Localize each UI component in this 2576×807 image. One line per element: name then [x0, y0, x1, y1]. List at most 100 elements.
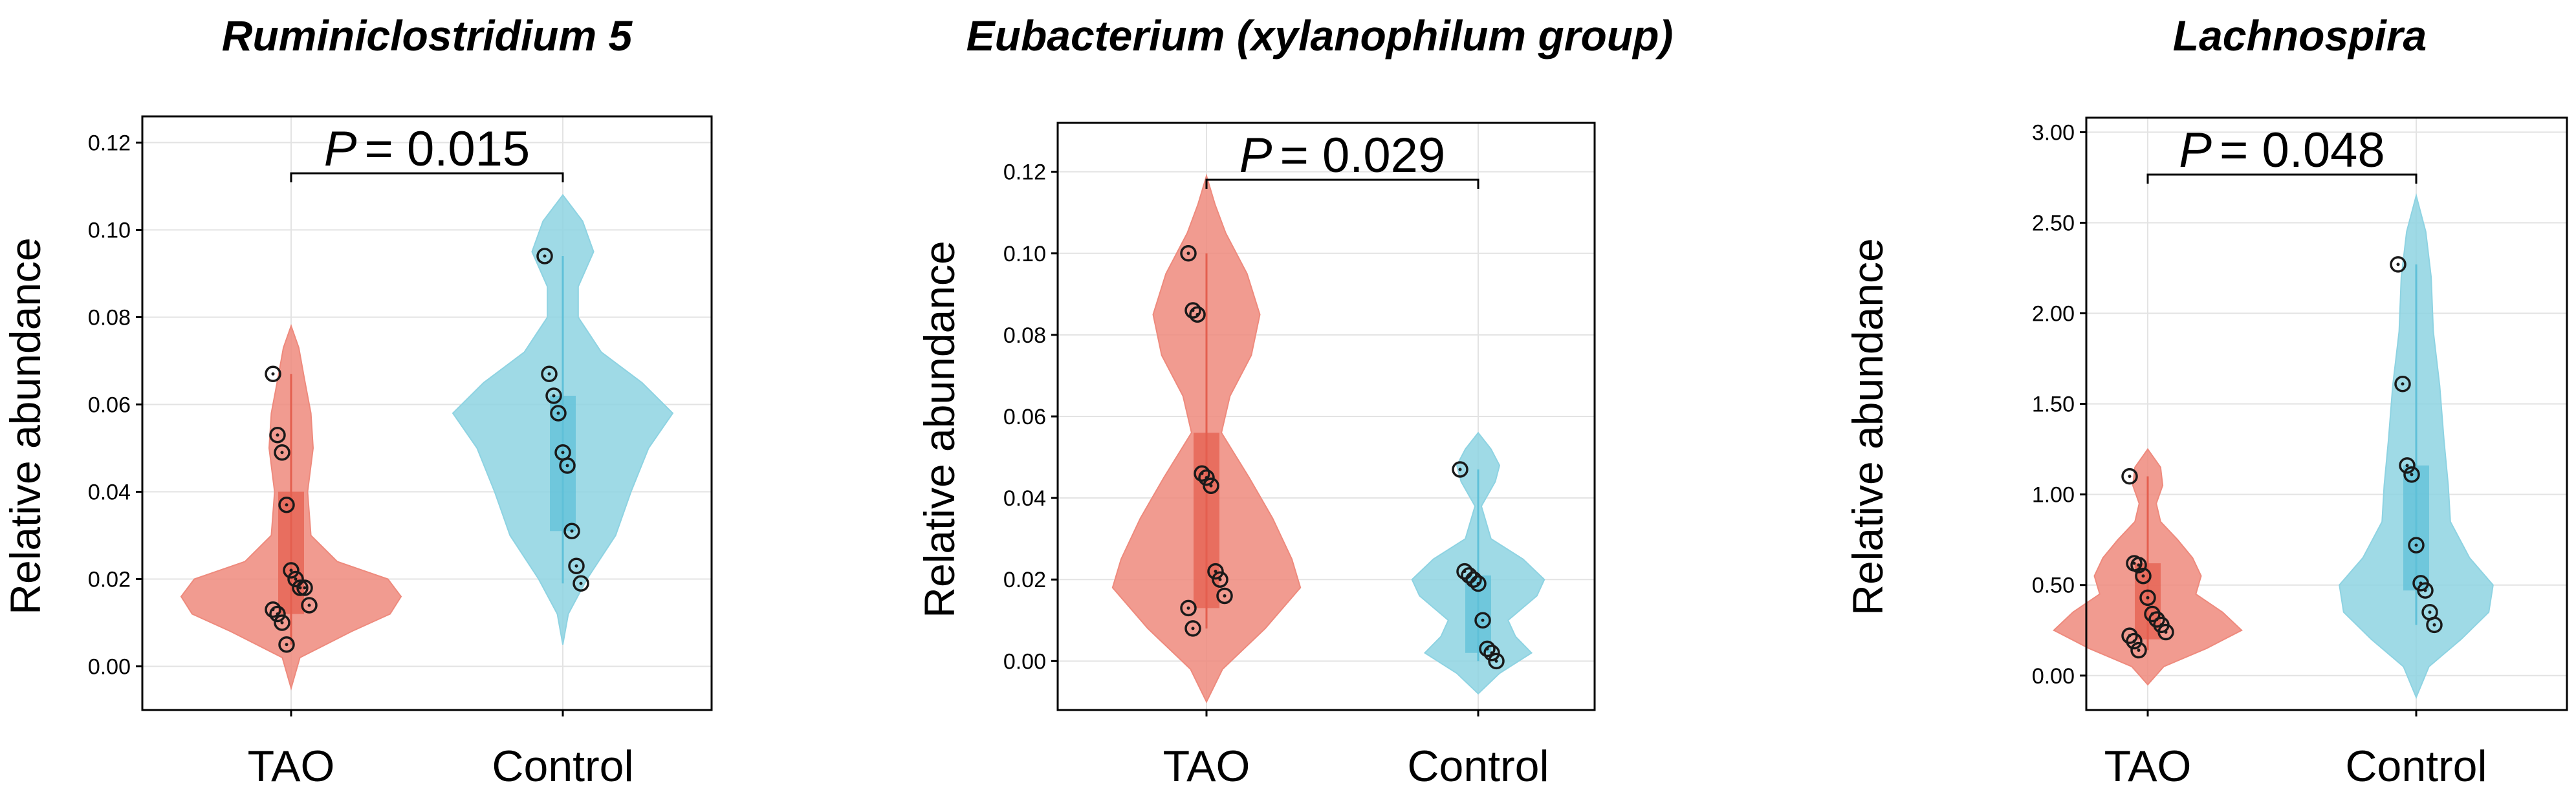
- data-point-center: [2410, 473, 2414, 477]
- p-value: = 0.015: [365, 122, 530, 177]
- data-point: [1456, 563, 1473, 580]
- data-point: [2426, 616, 2443, 634]
- data-point: [301, 597, 318, 614]
- data-point: [2399, 457, 2416, 474]
- data-point: [278, 497, 295, 513]
- y-tick-label: 0.10: [1003, 242, 1046, 266]
- axes-frame: [2085, 116, 2568, 711]
- violin-group-control: [2339, 193, 2494, 700]
- x-category-label: Control: [2345, 742, 2487, 791]
- data-point: [1180, 599, 1197, 617]
- data-point-center: [570, 529, 574, 533]
- chart-1: 0.00 0.02 0.04 0.06 0.08 0.10 0.12 TAO Control Re…: [1, 12, 713, 791]
- data-point-center: [1218, 577, 1222, 581]
- p-value-label: P = 0.029: [1239, 128, 1445, 183]
- y-tick-label: 0.10: [88, 219, 131, 243]
- y-tick-label: 0.12: [88, 131, 131, 156]
- violin-group-tao: [1111, 173, 1302, 704]
- data-point-center: [2432, 623, 2436, 627]
- bracket-line: [290, 172, 564, 182]
- data-point-center: [2423, 588, 2427, 592]
- y-tick-label: 0.02: [1003, 568, 1046, 592]
- data-point: [2130, 641, 2147, 659]
- data-point-center: [552, 394, 556, 398]
- data-point: [2121, 468, 2138, 485]
- data-point-center: [280, 451, 284, 455]
- y-axis-label: Relative abundance: [1844, 238, 1892, 615]
- data-point: [1184, 620, 1201, 637]
- data-point: [1180, 245, 1197, 262]
- data-point: [296, 579, 313, 596]
- p-value: = 0.048: [2220, 123, 2385, 178]
- data-point-center: [2405, 464, 2409, 468]
- chart-3: 0.00 0.50 1.00 1.50 2.00 2.50 3.00 TAO Control Re…: [1844, 12, 2568, 791]
- y-tick-label: 0.06: [1003, 405, 1046, 429]
- significance-bracket: P = 0.029: [1205, 128, 1479, 189]
- data-point: [1470, 575, 1487, 592]
- chart-title: Eubacterium (xylanophilum group): [966, 12, 1674, 59]
- data-point-center: [2132, 561, 2136, 565]
- data-point-center: [1209, 484, 1213, 488]
- data-point: [2390, 256, 2407, 273]
- axes-frame: [141, 115, 713, 711]
- data-point: [563, 522, 580, 539]
- data-point: [559, 457, 576, 474]
- data-point-center: [1195, 312, 1199, 316]
- data-point: [274, 444, 290, 461]
- y-tick-label: 0.50: [2032, 574, 2075, 598]
- x-category-label: TAO: [1163, 742, 1250, 791]
- data-point-center: [574, 564, 578, 568]
- data-point: [2130, 557, 2147, 574]
- data-point-center: [307, 603, 311, 607]
- data-point-center: [1186, 252, 1190, 255]
- data-point-center: [565, 464, 569, 468]
- data-point: [287, 570, 304, 588]
- data-point-center: [1494, 659, 1498, 663]
- p-value: = 0.029: [1280, 128, 1446, 183]
- p-value-label: P = 0.048: [2179, 123, 2385, 178]
- x-category-label: Control: [1407, 742, 1549, 791]
- data-point: [541, 365, 558, 382]
- data-point-center: [1458, 468, 1462, 471]
- box: [550, 396, 576, 532]
- y-tick-label: 0.08: [1003, 323, 1046, 348]
- y-tick-label: 0.06: [88, 393, 131, 418]
- data-point-center: [547, 372, 551, 376]
- chart-title: Lachnospira: [2173, 12, 2427, 59]
- data-point: [1452, 461, 1468, 478]
- y-tick-label: 0.00: [88, 655, 131, 680]
- data-point: [269, 427, 286, 444]
- violin-group-control: [1411, 431, 1545, 695]
- data-point-center: [1481, 618, 1485, 622]
- data-point: [1194, 465, 1210, 482]
- chart-title: Ruminiclostridium 5: [222, 12, 633, 59]
- data-point-center: [276, 612, 279, 616]
- data-point-center: [303, 586, 307, 590]
- significance-bracket: P = 0.048: [2146, 123, 2418, 184]
- data-point: [1479, 640, 1496, 658]
- data-point: [283, 562, 300, 579]
- data-point-center: [2428, 610, 2432, 614]
- data-point-center: [2396, 263, 2400, 266]
- y-tick-label: 3.00: [2032, 120, 2075, 145]
- data-point: [2126, 632, 2143, 650]
- data-point: [1203, 477, 1219, 494]
- data-point: [1198, 469, 1215, 486]
- data-point-center: [289, 568, 293, 572]
- data-point: [278, 636, 295, 653]
- data-point-center: [556, 411, 560, 415]
- data-point-center: [543, 254, 547, 258]
- data-point: [1465, 571, 1482, 588]
- data-point: [550, 405, 567, 422]
- y-tick-label: 0.04: [1003, 486, 1046, 511]
- x-category-label: TAO: [248, 742, 335, 791]
- data-point: [545, 387, 562, 404]
- data-point: [1474, 612, 1491, 629]
- y-axis-label: Relative abundance: [915, 241, 963, 618]
- data-point: [573, 575, 589, 592]
- data-point: [2408, 537, 2425, 554]
- p-value-label: P = 0.015: [324, 122, 530, 177]
- data-point-center: [285, 503, 289, 507]
- data-point-center: [1191, 627, 1195, 630]
